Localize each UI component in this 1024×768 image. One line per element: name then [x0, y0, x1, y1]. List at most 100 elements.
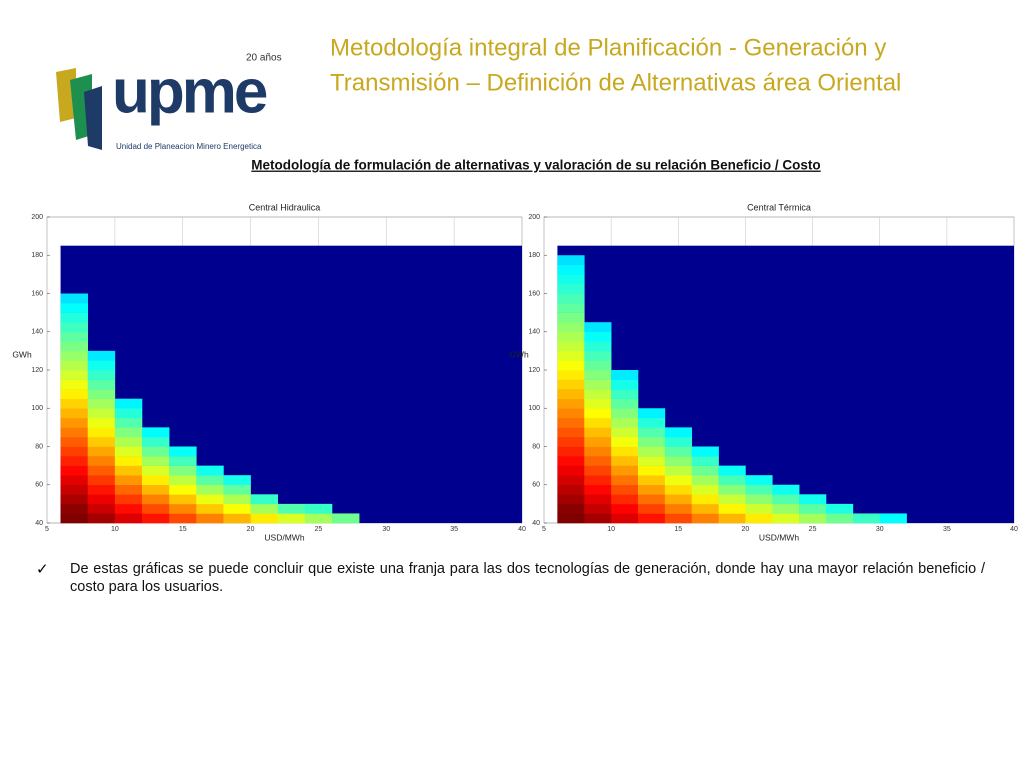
- heat-cell: [557, 341, 585, 352]
- heat-cell: [142, 465, 170, 476]
- heat-cell: [772, 494, 800, 505]
- heat-cell: [142, 484, 170, 495]
- heat-cell: [60, 475, 89, 486]
- heat-cell: [332, 513, 360, 524]
- heat-cell: [60, 513, 89, 524]
- heat-cell: [745, 513, 773, 524]
- heat-cell: [799, 494, 827, 505]
- heat-cell: [169, 484, 197, 495]
- heat-cell: [718, 494, 746, 505]
- heat-cell: [114, 503, 143, 514]
- heat-cell: [87, 494, 116, 505]
- y-tick-label: 200: [528, 214, 540, 221]
- heat-cell: [87, 350, 116, 361]
- heat-cell: [745, 503, 773, 514]
- heat-cell: [557, 293, 585, 304]
- x-axis-label: USD/MWh: [759, 532, 799, 542]
- heat-cell: [557, 283, 585, 294]
- heat-cell: [611, 513, 639, 524]
- heat-cell: [60, 398, 89, 409]
- title-line: Metodología integral de Planificación - …: [330, 34, 886, 61]
- y-tick-label: 180: [31, 252, 43, 259]
- heat-cell: [250, 503, 279, 514]
- heat-cell: [142, 436, 170, 447]
- heat-cell: [826, 503, 854, 514]
- heat-cell: [142, 494, 170, 505]
- logo-badge: 20 años: [246, 53, 282, 64]
- heat-cell: [638, 484, 666, 495]
- x-tick-label: 25: [809, 526, 817, 533]
- heat-cell: [664, 475, 693, 486]
- logo-tagline: Unidad de Planeacion Minero Energetica: [116, 142, 262, 151]
- heat-cell: [60, 293, 89, 304]
- heat-cell: [196, 503, 224, 514]
- heat-cell: [852, 513, 881, 524]
- heat-cell: [87, 389, 116, 399]
- y-tick-label: 80: [35, 443, 43, 450]
- heat-cell: [87, 465, 116, 476]
- y-tick-label: 140: [528, 329, 540, 336]
- heat-cell: [584, 427, 612, 438]
- heat-cell: [584, 513, 612, 524]
- heat-cell: [664, 484, 693, 495]
- heat-cell: [638, 436, 666, 447]
- heat-cell: [87, 360, 116, 371]
- heat-cell: [557, 312, 585, 323]
- y-tick-label: 100: [528, 405, 540, 412]
- heat-cell: [169, 456, 197, 466]
- heat-cell: [718, 503, 746, 514]
- heat-cell: [223, 513, 251, 524]
- heat-cell: [557, 503, 585, 514]
- heat-cell: [611, 456, 639, 466]
- heat-cell: [611, 389, 639, 399]
- y-tick-label: 40: [532, 520, 540, 527]
- x-tick-label: 5: [542, 526, 546, 533]
- heat-cell: [611, 465, 639, 476]
- heat-cell: [223, 475, 251, 486]
- heat-cell: [87, 475, 116, 486]
- heat-cell: [169, 503, 197, 514]
- heat-cell: [142, 475, 170, 486]
- heat-cell: [611, 417, 639, 428]
- heat-cell: [611, 475, 639, 486]
- heat-cell: [142, 427, 170, 438]
- heat-cell: [745, 494, 773, 505]
- heat-cell: [557, 436, 585, 447]
- heat-cell: [87, 446, 116, 457]
- heat-cell: [60, 322, 89, 333]
- heat-cell: [611, 494, 639, 505]
- heat-cell: [611, 370, 639, 380]
- heat-cell: [584, 360, 612, 371]
- x-tick-label: 35: [450, 526, 458, 533]
- heat-cell: [87, 484, 116, 495]
- y-tick-label: 60: [35, 482, 43, 489]
- heat-cell: [114, 475, 143, 486]
- heat-cell: [250, 513, 279, 524]
- heat-cell: [718, 484, 746, 495]
- x-tick-label: 30: [382, 526, 390, 533]
- heat-cell: [691, 484, 719, 495]
- heat-cell: [584, 350, 612, 361]
- heat-cell: [557, 370, 585, 380]
- heat-cell: [114, 417, 143, 428]
- heat-cell: [60, 379, 89, 390]
- heat-cell: [557, 331, 585, 342]
- heat-cell: [691, 446, 719, 457]
- heat-cell: [223, 494, 251, 505]
- heat-cell: [557, 484, 585, 495]
- bullet-text: De estas gráficas se puede concluir que …: [70, 561, 985, 595]
- heat-cell: [87, 417, 116, 428]
- heat-cell: [584, 484, 612, 495]
- x-tick-label: 40: [1010, 526, 1018, 533]
- heat-cell: [60, 350, 89, 361]
- heat-cell: [87, 427, 116, 438]
- heat-cell: [250, 494, 279, 505]
- x-tick-label: 30: [876, 526, 884, 533]
- heat-cell: [60, 389, 89, 399]
- heat-cell: [196, 465, 224, 476]
- heat-cell: [638, 446, 666, 457]
- heat-cell: [87, 456, 116, 466]
- heat-cell: [745, 475, 773, 486]
- heat-cell: [223, 503, 251, 514]
- check-icon: ✓: [36, 561, 49, 578]
